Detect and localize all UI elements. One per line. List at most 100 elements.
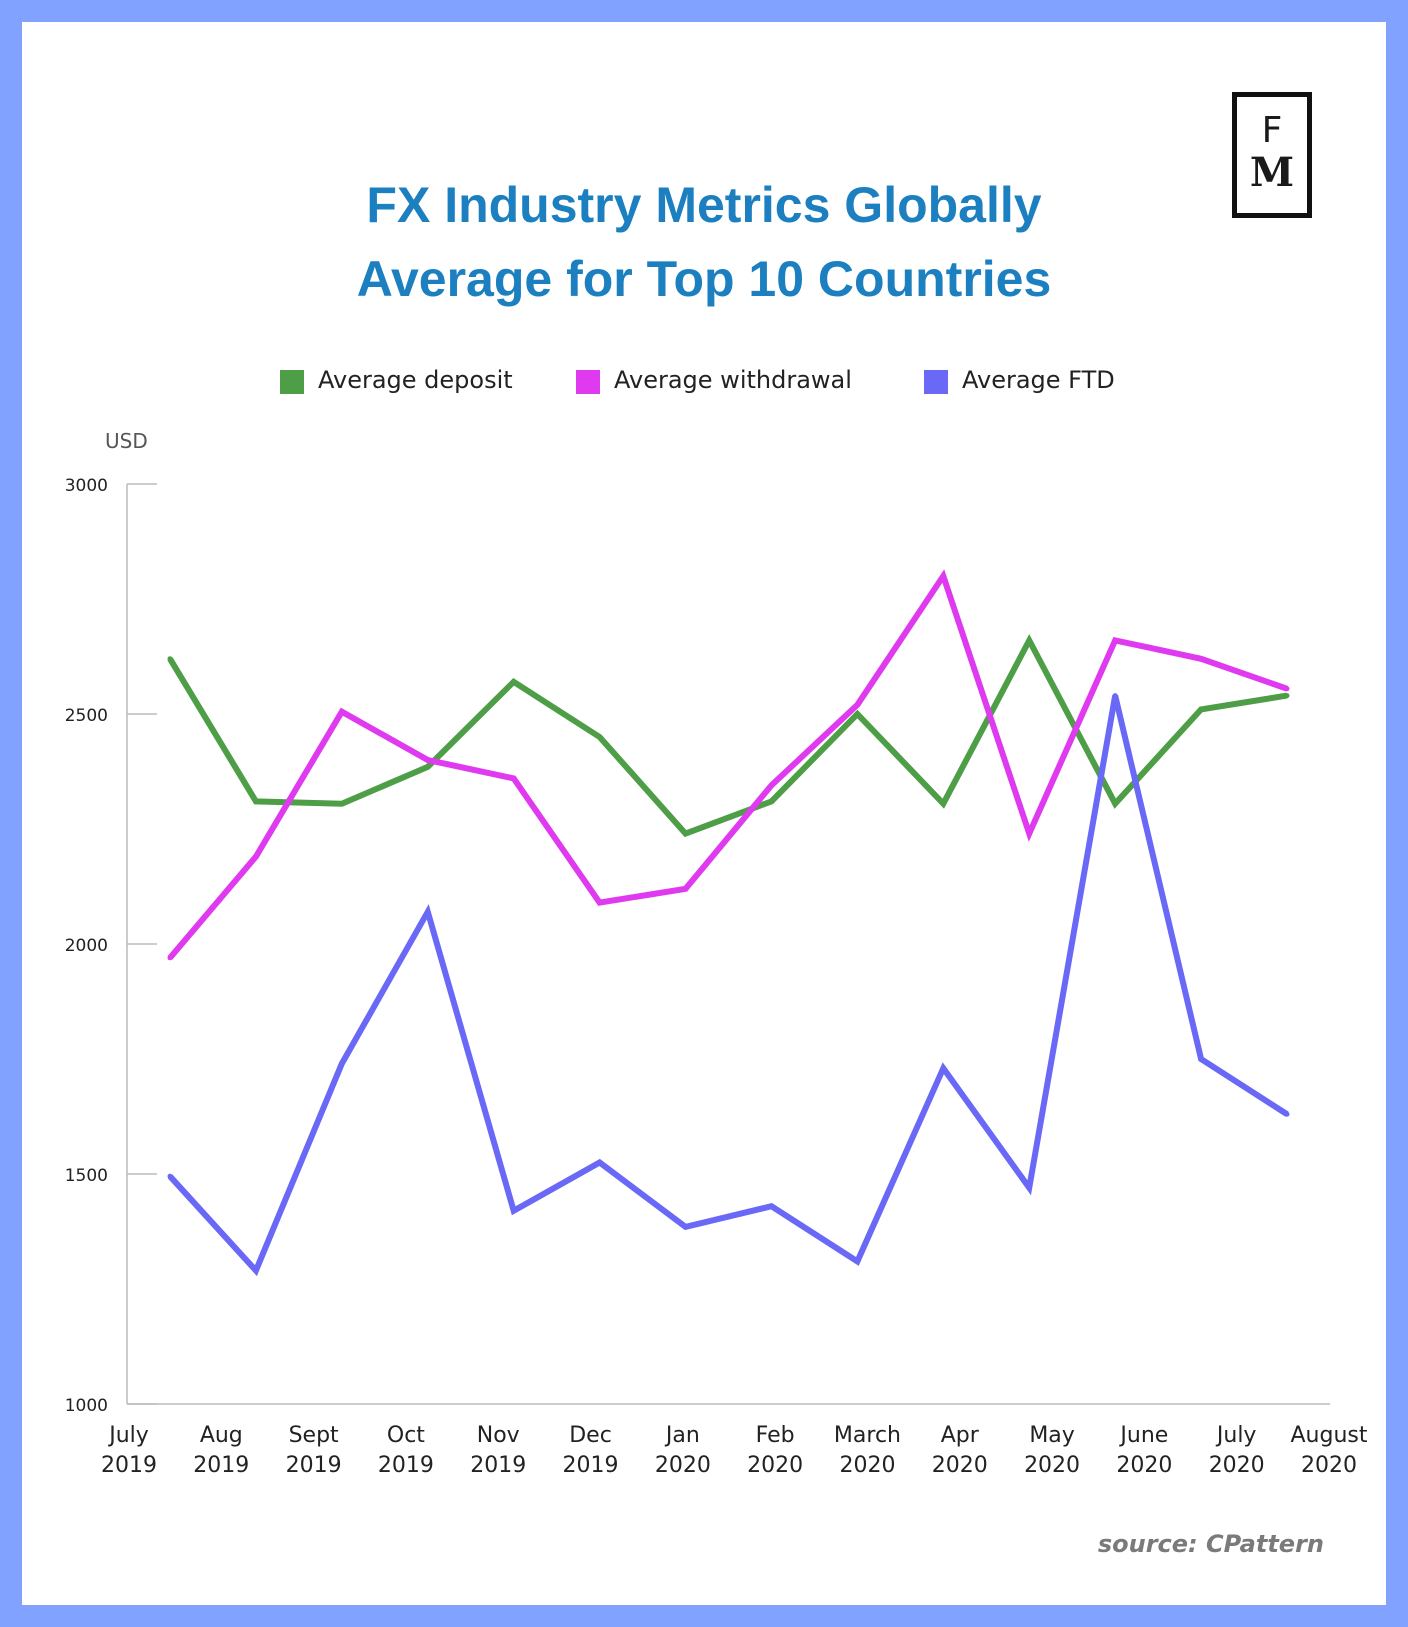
- x-tick-label-year-7: 2020: [747, 1453, 803, 1478]
- logo-letter-m: M: [1249, 149, 1295, 196]
- x-tick-label-month-4: Nov: [477, 1423, 520, 1448]
- x-tick-label-4: Nov 2019: [470, 1423, 526, 1478]
- series-line-average-withdrawal: [167, 569, 1288, 960]
- y-tick-label-2500: 2500: [65, 706, 108, 726]
- data-point-average-ftd-7: [768, 1203, 774, 1209]
- fm-logo: F M: [1232, 92, 1312, 218]
- x-tick-label-month-12: July: [1215, 1423, 1257, 1448]
- data-point-average-withdrawal-1: [253, 854, 259, 860]
- chart-title-line-1: FX Industry Metrics Globally: [366, 177, 1042, 233]
- data-point-average-withdrawal-2: [339, 709, 345, 715]
- x-tick-label-12: July 2020: [1209, 1423, 1265, 1478]
- data-point-average-ftd-6: [683, 1224, 689, 1230]
- data-point-average-deposit-10: [1026, 637, 1032, 643]
- x-tick-label-8: March 2020: [834, 1423, 901, 1478]
- data-point-average-withdrawal-4: [511, 775, 517, 781]
- data-point-average-ftd-5: [597, 1160, 603, 1165]
- x-tick-label-9: Apr 2020: [932, 1423, 988, 1478]
- legend-swatch-withdrawal: [576, 370, 600, 394]
- data-point-average-withdrawal-11: [1112, 637, 1118, 643]
- data-point-average-deposit-1: [253, 798, 259, 804]
- x-tick-label-year-0: 2019: [101, 1453, 157, 1478]
- x-tick-label-11: June 2020: [1116, 1423, 1172, 1478]
- x-tick-label-year-4: 2019: [470, 1453, 526, 1478]
- data-point-average-deposit-13: [1284, 693, 1290, 699]
- data-point-average-deposit-11: [1112, 801, 1118, 807]
- x-tick-label-year-5: 2019: [563, 1453, 619, 1478]
- y-axis-label: USD: [105, 429, 148, 453]
- data-point-average-withdrawal-0: [167, 955, 173, 961]
- data-point-average-ftd-10: [1026, 1185, 1032, 1191]
- x-tick-label-month-3: Oct: [387, 1423, 425, 1448]
- x-tick-label-5: Dec 2019: [563, 1423, 619, 1478]
- source-note: source: CPattern: [1097, 1530, 1324, 1558]
- x-tick-label-year-8: 2020: [839, 1453, 895, 1478]
- y-tick-label-3000: 3000: [65, 476, 108, 496]
- x-tick-label-year-13: 2020: [1301, 1453, 1357, 1478]
- data-point-average-withdrawal-10: [1026, 831, 1032, 837]
- x-tick-label-year-6: 2020: [655, 1453, 711, 1478]
- data-point-average-ftd-4: [511, 1208, 517, 1214]
- data-point-average-deposit-2: [339, 801, 345, 807]
- data-point-average-withdrawal-12: [1198, 656, 1204, 662]
- series-line-average-deposit: [167, 633, 1288, 838]
- chart-title-line-2: Average for Top 10 Countries: [356, 251, 1052, 307]
- x-tick-label-year-2: 2019: [286, 1453, 342, 1478]
- x-tick-label-month-2: Sept: [289, 1423, 339, 1448]
- series-line-average-ftd: [167, 694, 1289, 1277]
- data-point-average-deposit-5: [597, 734, 603, 740]
- data-point-average-ftd-13: [1284, 1111, 1290, 1117]
- data-point-average-ftd-8: [854, 1258, 860, 1264]
- data-point-average-withdrawal-8: [854, 702, 860, 708]
- data-point-average-withdrawal-13: [1284, 686, 1290, 692]
- x-tick-label-1: Aug 2019: [193, 1423, 249, 1478]
- data-point-average-deposit-6: [683, 831, 689, 837]
- x-tick-label-year-3: 2019: [378, 1453, 434, 1478]
- data-point-average-ftd-2: [339, 1061, 345, 1067]
- y-tick-label-1000: 1000: [65, 1396, 108, 1416]
- y-tick-label-2000: 2000: [65, 936, 108, 956]
- chart-title: FX Industry Metrics Globally Average for…: [0, 168, 1408, 316]
- data-point-average-ftd-1: [253, 1268, 259, 1274]
- x-tick-label-month-0: July: [107, 1423, 149, 1448]
- x-tick-label-month-11: June: [1118, 1423, 1168, 1448]
- x-tick-label-year-11: 2020: [1116, 1453, 1172, 1478]
- x-tick-label-month-10: May: [1029, 1423, 1074, 1448]
- x-tick-label-3: Oct 2019: [378, 1423, 434, 1478]
- data-point-average-withdrawal-6: [683, 886, 689, 892]
- x-tick-label-month-8: March: [834, 1423, 901, 1448]
- x-tick-label-month-7: Feb: [756, 1423, 795, 1448]
- x-tick-label-2: Sept 2019: [286, 1423, 342, 1478]
- legend-swatch-ftd: [924, 370, 948, 394]
- x-tick-label-month-13: August: [1291, 1423, 1368, 1448]
- legend-swatch-deposit: [280, 370, 304, 394]
- data-point-average-ftd-12: [1198, 1056, 1204, 1062]
- data-point-average-deposit-12: [1198, 706, 1204, 712]
- x-tick-label-10: May 2020: [1024, 1423, 1080, 1478]
- data-point-average-withdrawal-5: [597, 900, 603, 906]
- x-tick-label-year-1: 2019: [193, 1453, 249, 1478]
- data-point-average-deposit-0: [167, 656, 173, 662]
- data-point-average-ftd-11: [1112, 693, 1118, 699]
- legend-label-withdrawal: Average withdrawal: [614, 366, 852, 394]
- x-tick-label-year-10: 2020: [1024, 1453, 1080, 1478]
- logo-letter-f: F: [1261, 110, 1283, 151]
- x-tick-label-7: Feb 2020: [747, 1423, 803, 1478]
- data-point-average-deposit-9: [940, 801, 946, 807]
- y-tick-label-1500: 1500: [65, 1166, 108, 1186]
- x-tick-label-year-9: 2020: [932, 1453, 988, 1478]
- x-tick-label-month-5: Dec: [569, 1423, 612, 1448]
- data-point-average-withdrawal-7: [768, 782, 774, 788]
- x-tick-label-month-9: Apr: [941, 1423, 980, 1448]
- x-tick-label-13: August 2020: [1291, 1423, 1368, 1478]
- data-point-average-ftd-0: [167, 1173, 173, 1179]
- legend: Average deposit Average withdrawal Avera…: [0, 362, 1408, 402]
- data-point-average-withdrawal-3: [425, 757, 431, 763]
- legend-label-deposit: Average deposit: [318, 366, 513, 394]
- data-point-average-ftd-9: [940, 1065, 946, 1071]
- x-tick-label-month-6: Jan: [664, 1423, 700, 1448]
- x-tick-label-year-12: 2020: [1209, 1453, 1265, 1478]
- legend-label-ftd: Average FTD: [962, 366, 1115, 394]
